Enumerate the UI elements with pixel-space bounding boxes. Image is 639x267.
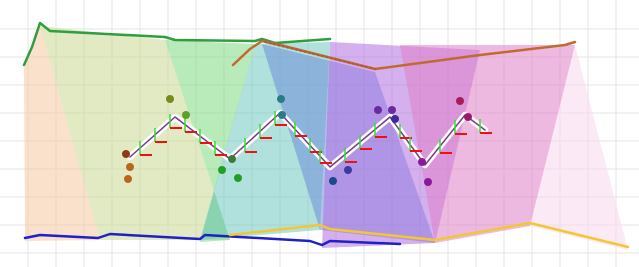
point <box>278 111 286 119</box>
point <box>124 175 132 183</box>
point <box>182 111 190 119</box>
point <box>228 155 236 163</box>
point <box>374 106 382 114</box>
point <box>388 106 396 114</box>
point <box>122 150 130 158</box>
chart <box>0 0 639 267</box>
point <box>391 115 399 123</box>
point <box>218 166 226 174</box>
point <box>234 174 242 182</box>
point <box>277 95 285 103</box>
point <box>126 163 134 171</box>
point <box>329 177 337 185</box>
point <box>424 178 432 186</box>
point <box>456 97 464 105</box>
point <box>166 95 174 103</box>
point <box>418 158 426 166</box>
point <box>464 113 472 121</box>
regions <box>24 26 628 250</box>
point <box>344 166 352 174</box>
